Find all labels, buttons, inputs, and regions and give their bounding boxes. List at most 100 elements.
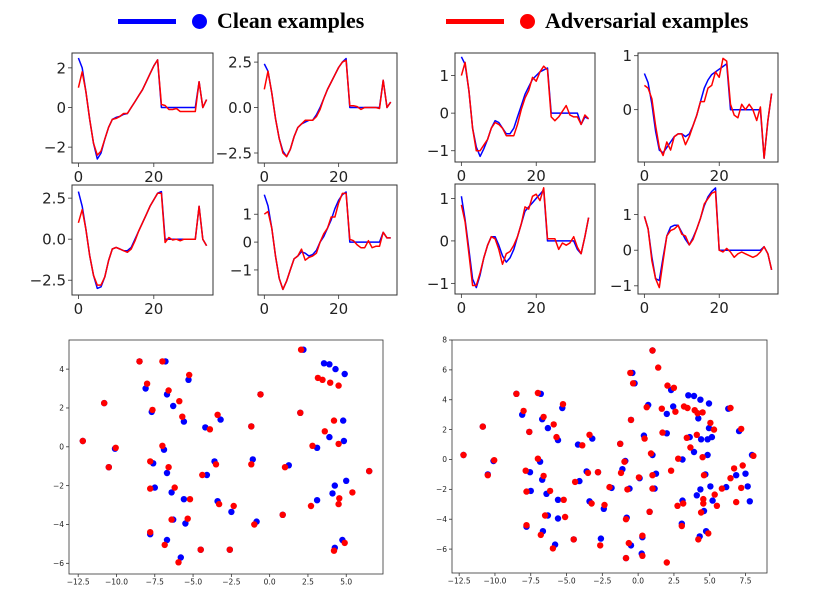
adversarial-point [460,451,467,459]
clean-point [544,424,552,432]
adversarial-point [79,437,87,445]
y-tick-label: 1 [439,67,449,85]
subplot-row2-col3: 0 20 −1 0 1 [427,183,596,317]
adversarial-point [161,541,168,549]
clean-point [163,536,171,544]
adversarial-point [711,491,718,498]
adversarial-point [594,469,602,476]
legend: Clean examples Adversarial examples [0,0,830,44]
adversarial-point [738,425,745,433]
adversarial-point [675,455,682,462]
adversarial-point [601,501,608,509]
clean-point [217,416,224,423]
adversarial-point [643,404,650,411]
y-tick-label: −2.5 [30,272,66,290]
adversarial-series-line [460,61,590,152]
adversarial-point [523,522,530,529]
clean-point [554,515,562,522]
y-tick-label: −2 [436,485,447,494]
x-tick-label: 0 [640,167,650,185]
adversarial-point [513,390,520,397]
clean-point [697,396,704,403]
adversarial-point [297,346,305,353]
adversarial-point [624,486,631,493]
adversarial-point [149,406,156,414]
clean-point [203,471,211,479]
marks [263,191,391,291]
adversarial-point [159,358,166,365]
clean-point [170,402,177,410]
clean-point [704,451,711,459]
adversarial-point [694,410,701,417]
clean-point [693,492,700,499]
marks [643,57,773,159]
adversarial-point [136,358,143,365]
clean-point [708,433,716,441]
axes-frame [71,184,214,296]
adversarial-point [327,379,334,386]
adversarial-point [101,399,108,407]
clean-point [326,433,333,441]
clean-point [746,498,753,505]
y-tick-label: 2 [59,404,64,413]
adversarial-point [546,487,554,495]
adversarial-point [297,409,304,416]
adversarial-point [251,521,258,528]
adversarial-point [700,500,707,507]
clean-point [332,365,339,373]
adversarial-series-line [643,190,773,289]
adversarial-point [186,371,193,379]
adversarial-point [175,559,182,566]
adversarial-point [147,529,154,536]
adversarial-point [710,426,718,433]
adversarial-point [206,426,214,433]
clean-point [168,489,175,496]
clean-point [697,486,704,493]
clean-point [228,508,235,516]
adversarial-point [667,467,675,474]
adversarial-point [588,500,595,507]
adversarial-point [534,455,542,462]
adversarial-point [159,442,166,449]
adversarial-point [168,516,175,523]
adversarial-point [663,559,670,566]
clean-point [341,370,348,378]
x-tick-label: 2.5 [668,577,680,586]
clean-point [690,448,698,456]
adversarial-point [670,384,678,391]
x-tick-label: −10.0 [483,577,506,586]
subplot-row2-col4: 0 20 −1 0 1 [610,183,779,317]
x-tick-label: −2.5 [593,577,611,586]
marks [79,346,373,566]
y-tick-label: −1 [230,261,252,279]
clean-point [329,490,336,497]
adversarial-point [330,547,338,554]
adversarial-point [705,530,712,537]
x-tick-label: 0 [260,300,270,318]
y-tick-label: 0 [442,455,447,464]
adversarial-point [730,465,738,472]
x-tick-label: −7.5 [522,577,540,586]
x-tick-label: 0 [457,167,467,185]
marks [263,57,392,158]
clean-point [670,403,677,410]
clean-point [185,376,192,383]
x-tick-label: 20 [144,300,163,318]
clean-point [163,469,171,477]
adversarial-point [579,442,586,449]
clean-point [705,424,713,432]
adversarial-point [625,539,632,547]
adversarial-point [727,404,734,412]
y-tick-label: 4 [442,395,447,404]
adversarial-point [186,496,194,503]
adversarial-point [540,472,547,480]
adversarial-point [750,452,757,459]
plot-area [452,340,767,573]
adversarial-point [659,429,666,436]
clean-point [663,410,670,418]
clean-point [707,483,714,490]
subplot-bottom-right: −12.5 −10.0 −7.5 −5.0 −2.5 0.0 2.5 5.0 7.5 −6 −4 −2… [436,336,768,586]
adversarial-point [684,404,691,412]
adversarial-point [330,417,338,424]
